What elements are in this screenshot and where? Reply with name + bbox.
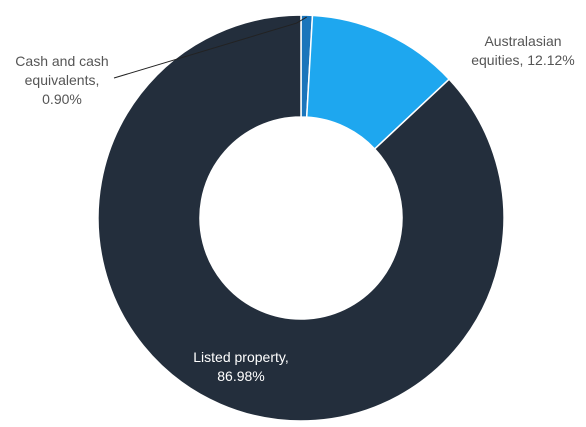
leader-line-cash — [113, 16, 307, 79]
slice-listed-property — [97, 14, 505, 422]
data-label-listed-property: Listed property, 86.98% — [193, 349, 288, 384]
data-label-australasian-equities: Australasian equities, 12.12% — [471, 33, 575, 68]
data-label-cash-and-cash-equivalents: Cash and cash equivalents, 0.90% — [15, 53, 108, 107]
